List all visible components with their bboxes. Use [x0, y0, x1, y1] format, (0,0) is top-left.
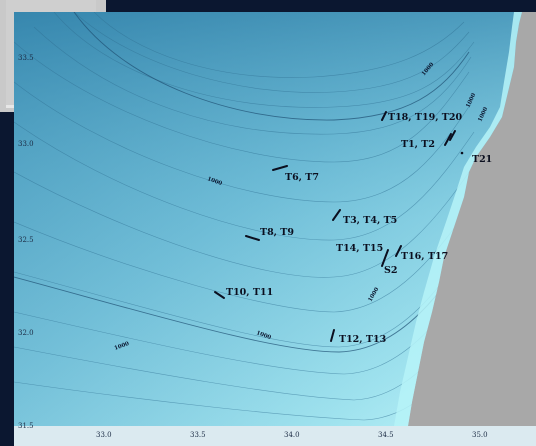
top-dark-strip	[106, 0, 536, 8]
isobath-contours	[14, 12, 487, 421]
station-label: T8, T9	[260, 227, 294, 238]
station-mark	[395, 245, 402, 257]
isobath-label: 1000	[477, 106, 489, 123]
station-label: T12, T13	[339, 334, 386, 345]
x-tick-label: 33.5	[190, 431, 206, 439]
station-label: T18, T19, T20	[388, 112, 462, 123]
y-tick-label: 33.0	[18, 140, 34, 148]
station-point	[460, 151, 464, 155]
y-tick-label: 31.5	[18, 422, 34, 430]
y-axis: 33.5 33.0 32.5 32.0 31.5	[18, 54, 34, 430]
x-tick-label: 35.0	[472, 431, 488, 439]
shallow-shelf	[394, 12, 522, 426]
isobath-label: 1000	[206, 176, 223, 187]
station-mark	[332, 209, 341, 221]
land-coastline	[408, 12, 536, 426]
station-mark	[330, 329, 335, 342]
station-label: S2	[384, 265, 397, 276]
map-canvas: 33.0 33.5 34.0 34.5 35.0 33.5 33.0 32.5 …	[14, 12, 536, 446]
x-tick-label: 33.0	[96, 431, 112, 439]
station-mark	[381, 249, 389, 267]
station-label: T14, T15	[336, 243, 383, 254]
bathymetry-map: 33.0 33.5 34.0 34.5 35.0 33.5 33.0 32.5 …	[14, 12, 536, 446]
station-mark	[272, 165, 288, 171]
station-mark	[381, 111, 387, 121]
station-mark	[214, 291, 225, 299]
y-tick-label: 32.5	[18, 236, 34, 244]
x-axis-band	[14, 426, 536, 446]
isobath-label: 1000	[255, 330, 272, 341]
station-mark	[444, 133, 452, 146]
station-labels: T18, T19, T20 T1, T2 T21 T6, T7 T3, T4, …	[226, 112, 492, 345]
x-tick-label: 34.0	[284, 431, 300, 439]
x-axis: 33.0 33.5 34.0 34.5 35.0	[14, 426, 536, 446]
x-tick-label: 34.5	[378, 431, 394, 439]
station-label: T21	[472, 154, 492, 165]
station-marks	[214, 111, 464, 342]
isobath-label: 1000	[114, 341, 131, 352]
station-label: T10, T11	[226, 287, 273, 298]
station-label: T1, T2	[401, 139, 435, 150]
station-label: T3, T4, T5	[343, 215, 397, 226]
y-tick-label: 33.5	[18, 54, 34, 62]
station-label: T6, T7	[285, 172, 319, 183]
isobath-label: 1000	[465, 92, 477, 109]
station-mark	[245, 235, 260, 241]
y-tick-label: 32.0	[18, 329, 34, 337]
station-label: T16, T17	[401, 251, 448, 262]
station-mark	[449, 130, 456, 141]
